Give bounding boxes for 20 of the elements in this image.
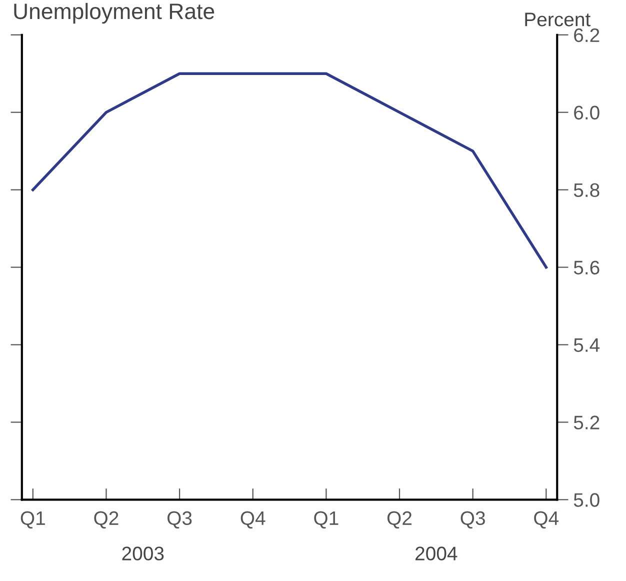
y-tick-label: 5.4 <box>574 338 600 352</box>
x-tick-label: Q4 <box>240 511 266 529</box>
x-tick-label: Q1 <box>314 511 338 529</box>
y-tick-label: 5.8 <box>574 183 600 198</box>
x-tick-label: Q1 <box>20 511 45 529</box>
y-axis-title: Percent <box>525 12 591 26</box>
y-tick-label: 5.2 <box>574 416 600 430</box>
x-tick-label: Q3 <box>460 511 485 529</box>
text: 2003 <box>122 546 164 560</box>
x-tick-label: Q3 <box>168 511 192 529</box>
y-tick-label: 5.0 <box>574 493 600 507</box>
y-tick-label: 6.0 <box>574 106 600 120</box>
text: 2004 <box>416 546 458 560</box>
x-tick-label: Q2 <box>94 511 118 529</box>
y-tick-label: 5.6 <box>574 260 600 274</box>
line-series <box>32 72 548 269</box>
y-tick-label: 6.2 <box>574 28 600 42</box>
x-tick-label: Q2 <box>387 511 412 529</box>
x-tick-label: Q4 <box>534 511 559 529</box>
chart-title: Unemployment Rate <box>14 2 214 24</box>
